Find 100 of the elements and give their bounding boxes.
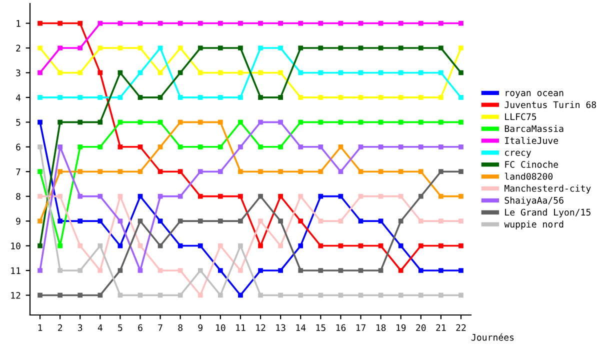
point bbox=[178, 292, 183, 298]
point bbox=[258, 120, 263, 125]
point bbox=[458, 46, 464, 50]
point bbox=[458, 144, 464, 150]
x-tick-label: 2 bbox=[58, 324, 62, 331]
point bbox=[198, 194, 203, 199]
point bbox=[378, 218, 384, 224]
point bbox=[458, 169, 464, 174]
point bbox=[138, 268, 143, 273]
x-tick-label: 10 bbox=[216, 324, 226, 332]
point bbox=[298, 194, 304, 199]
point bbox=[358, 292, 364, 298]
point bbox=[198, 292, 203, 298]
point bbox=[398, 95, 404, 100]
point bbox=[238, 268, 243, 273]
point bbox=[78, 144, 83, 150]
point bbox=[38, 95, 42, 100]
x-tick-label: 4 bbox=[98, 324, 102, 331]
legend-label: BarcaMassia bbox=[504, 125, 564, 132]
y-tick-label: 11 bbox=[11, 267, 20, 274]
x-tick-label: 18 bbox=[376, 324, 386, 332]
point bbox=[398, 120, 404, 125]
x-tick-label: 20 bbox=[416, 324, 426, 332]
point bbox=[278, 120, 283, 125]
point bbox=[98, 169, 103, 174]
point bbox=[318, 95, 324, 100]
point bbox=[218, 268, 223, 273]
x-tick-label: 19 bbox=[396, 324, 406, 332]
point bbox=[298, 243, 304, 248]
point bbox=[418, 292, 424, 298]
legend-label: wuppie nord bbox=[504, 220, 564, 230]
point bbox=[438, 95, 444, 100]
point bbox=[118, 169, 123, 174]
point bbox=[198, 268, 203, 273]
point bbox=[238, 218, 243, 224]
point bbox=[58, 120, 62, 125]
point bbox=[318, 169, 324, 174]
point bbox=[138, 144, 143, 150]
point bbox=[78, 169, 83, 174]
point bbox=[378, 95, 384, 100]
x-tick-label: 8 bbox=[178, 324, 182, 332]
point bbox=[458, 292, 464, 298]
point bbox=[278, 194, 283, 199]
point bbox=[158, 218, 163, 224]
point bbox=[178, 194, 183, 199]
point bbox=[178, 20, 183, 26]
y-tick-label: 1 bbox=[16, 20, 20, 27]
point bbox=[218, 70, 223, 76]
point bbox=[438, 70, 444, 76]
point bbox=[78, 95, 83, 100]
point bbox=[138, 46, 143, 50]
point bbox=[58, 46, 62, 50]
x-tick-label: 17 bbox=[356, 324, 366, 331]
point bbox=[338, 46, 344, 50]
point bbox=[418, 218, 424, 224]
point bbox=[238, 194, 243, 199]
point bbox=[218, 169, 223, 174]
point bbox=[238, 144, 243, 150]
y-tick-label: 6 bbox=[16, 144, 20, 150]
point bbox=[98, 194, 103, 199]
point bbox=[278, 95, 283, 100]
point bbox=[378, 70, 384, 76]
point bbox=[338, 243, 344, 248]
point bbox=[278, 218, 283, 224]
point bbox=[198, 120, 203, 125]
point bbox=[38, 194, 42, 199]
point bbox=[358, 95, 364, 100]
point bbox=[378, 169, 384, 174]
point bbox=[338, 120, 344, 125]
point bbox=[298, 268, 304, 273]
point bbox=[218, 20, 223, 26]
point bbox=[258, 144, 263, 150]
point bbox=[98, 243, 103, 248]
point bbox=[138, 95, 143, 100]
point bbox=[398, 46, 404, 50]
x-tick-label: 3 bbox=[78, 324, 82, 332]
legend-label: Manchesterd-city bbox=[504, 184, 591, 194]
point bbox=[178, 218, 183, 224]
point bbox=[418, 95, 424, 100]
point bbox=[318, 70, 324, 76]
point bbox=[78, 268, 83, 273]
point bbox=[238, 243, 243, 248]
point bbox=[298, 218, 304, 224]
point bbox=[378, 292, 384, 298]
point bbox=[258, 169, 263, 174]
point bbox=[298, 95, 304, 100]
point bbox=[358, 268, 364, 273]
point bbox=[118, 243, 123, 248]
point bbox=[258, 243, 263, 248]
point bbox=[158, 95, 163, 100]
point bbox=[118, 95, 123, 100]
y-tick-label: 9 bbox=[16, 218, 20, 225]
point bbox=[418, 46, 424, 50]
point bbox=[398, 194, 404, 199]
point bbox=[78, 46, 83, 50]
point bbox=[258, 194, 263, 199]
point bbox=[138, 120, 143, 125]
point bbox=[118, 70, 123, 76]
point bbox=[358, 194, 364, 199]
point bbox=[378, 20, 384, 26]
